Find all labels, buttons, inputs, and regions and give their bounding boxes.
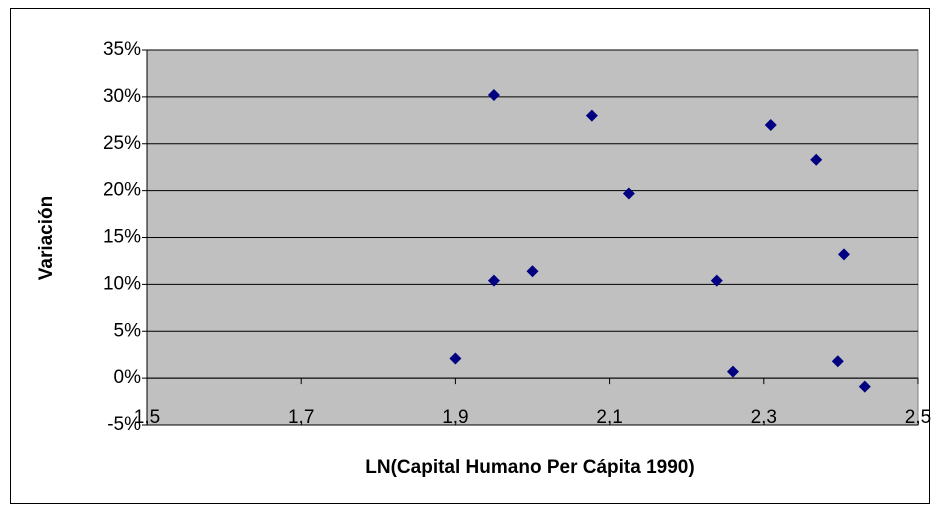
y-tick-label: 15%: [103, 227, 141, 248]
y-tick-label: 35%: [103, 39, 141, 60]
x-tick-label: 1,9: [442, 407, 468, 428]
y-tick-label: 0%: [114, 367, 142, 388]
marker: [585, 109, 598, 122]
y-tick-label: 25%: [103, 133, 141, 154]
y-tick-label: 5%: [114, 320, 142, 341]
y-tick-label: 10%: [103, 273, 141, 294]
marker: [831, 355, 844, 368]
marker: [726, 365, 739, 378]
marker: [810, 153, 823, 166]
x-tick-label: 1,5: [134, 407, 160, 428]
marker: [449, 352, 462, 365]
marker: [487, 274, 500, 287]
x-axis-title: LN(Capital Humano Per Cápita 1990): [365, 457, 694, 478]
marker: [764, 119, 777, 131]
marker: [526, 265, 539, 278]
y-tick-label: 20%: [103, 180, 141, 201]
marker: [487, 89, 500, 101]
x-tick-label: 1,7: [288, 407, 314, 428]
y-tick-label: -5%: [107, 414, 141, 435]
y-axis-title: Variación: [36, 196, 57, 281]
x-tick-label: 2,5: [905, 407, 931, 428]
x-tick-label: 2,3: [751, 407, 777, 428]
marker: [622, 187, 635, 200]
marker: [858, 380, 871, 393]
y-tick-label: 30%: [103, 86, 141, 107]
marker: [837, 248, 850, 261]
marker: [710, 274, 723, 287]
x-tick-label: 2,1: [596, 407, 622, 428]
